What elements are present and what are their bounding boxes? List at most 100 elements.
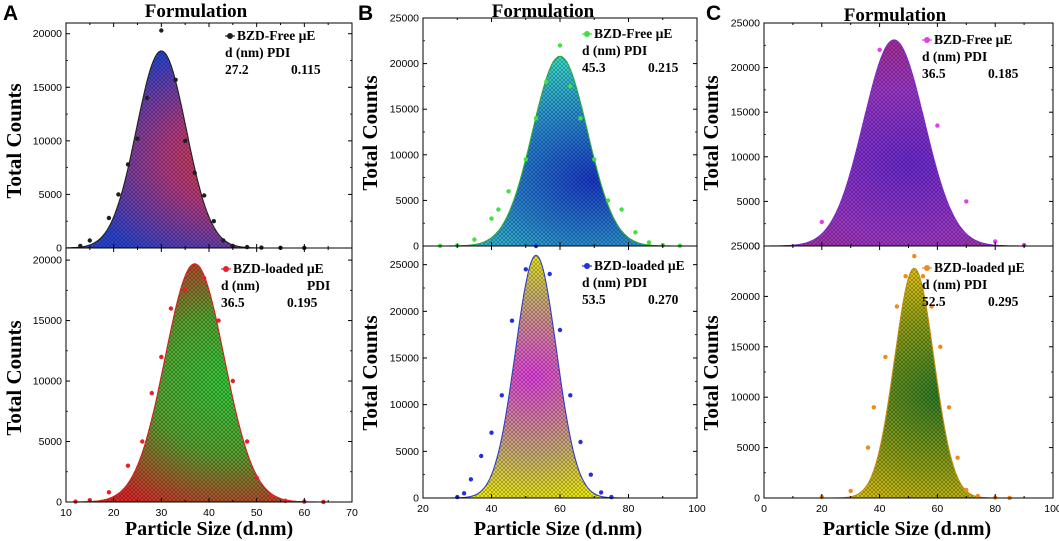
y-tick-label: 15000 [33,82,62,94]
data-point [489,216,494,221]
data-point [211,219,216,224]
data-point [848,488,853,494]
data-point [964,487,969,493]
data-point [499,393,504,398]
legend-marker [924,37,930,43]
data-point [183,138,188,144]
data-point [173,77,178,83]
data-point [883,354,888,360]
y-tick-label: 20000 [731,62,760,74]
data-point [461,491,467,496]
y-tick-label: 10000 [33,376,62,388]
plot-c-top: 0 5000 10000 15000 20000 25000 BZD-Free µE d (n… [731,18,1054,253]
y-tick-label: 25000 [731,18,760,30]
ylabel-a-bottom: Total Counts [2,320,26,435]
x-tick-label: 20 [417,503,429,515]
legend-series-name: BZD-Free µE [594,26,672,41]
legend-headers: d (nm) PDI [922,277,987,292]
data-point [78,243,83,249]
data-point [568,393,573,398]
data-point [183,288,188,293]
data-point [935,123,940,128]
legend-pdi-value: 0.270 [648,292,679,307]
legend-d-value: 53.5 [582,292,606,307]
x-tick-label: 100 [688,503,706,515]
y-tick-label: 0 [754,493,760,505]
area-group [764,267,1053,498]
y-tick-label: 5000 [39,436,63,448]
data-point [192,170,197,176]
data-point [894,304,900,309]
x-tick-label: 30 [155,507,167,519]
fit-curve [66,50,352,248]
data-point [230,243,235,249]
ylabel-b-top: Total Counts [358,75,382,190]
y-tick-label: 20000 [390,306,419,318]
data-point [468,477,474,482]
plot-a-bottom: 0 5000 10000 15000 20000 10 20 30 40 50 60 70 BZD-lo… [33,247,358,519]
plot-a-top: 0 5000 10000 15000 20000 BZD-Free µE d (nm) PD… [33,22,353,255]
data-point [877,47,882,52]
data-point [871,405,876,410]
ylabel-c-top: Total Counts [699,75,723,190]
legend-series-name: BZD-loaded µE [594,258,685,273]
y-tick-label: 10000 [731,151,760,163]
area-group [423,254,697,498]
data-point [547,271,552,277]
data-point [489,430,494,435]
y-tick-label: 0 [56,243,62,255]
data-point [106,490,112,495]
data-point [87,238,93,243]
data-point [544,79,549,85]
x-tick-label: 20 [816,503,828,515]
y-tick-label: 0 [56,497,62,509]
data-point [202,193,207,198]
data-point [106,215,112,221]
panel-label-a: A [3,2,18,25]
x-tick-label: 100 [1044,503,1059,515]
data-point [168,306,174,311]
data-point [938,344,943,349]
fit-curve [423,254,697,498]
legend-marker [584,263,590,269]
legend-d-value: 27.2 [225,62,249,77]
y-tick-label: 15000 [390,104,419,116]
plot-frame [65,22,353,249]
legend-header-pdi: PDI [307,278,330,293]
y-tick-label: 0 [413,241,419,253]
data-point [202,276,207,281]
data-point [472,237,477,242]
data-point [254,475,259,480]
y-tick-label: 5000 [737,442,761,454]
y-tick-label: 20000 [731,291,760,303]
legend-header-d: d (nm) [221,278,260,293]
data-point [865,445,871,450]
data-point [496,207,501,212]
ylabel-a-top: Total Counts [2,83,26,198]
data-point [125,162,131,167]
legend-pdi-value: 0.215 [648,60,679,75]
y-tick-label: 15000 [390,353,419,365]
legend-pdi-value: 0.185 [988,66,1019,81]
x-tick-label: 60 [932,503,944,515]
y-tick-label: 20000 [33,28,62,40]
data-point [509,318,515,323]
legend-headers: d (nm) PDI [225,45,290,60]
data-point [993,239,998,244]
y-tick-label: 20000 [390,58,419,70]
xlabel-a: Particle Size (d.nm) [125,518,293,540]
data-point [159,354,164,360]
data-point [578,116,583,121]
data-point [633,230,638,235]
data-point [920,274,926,279]
y-tick-label: 25000 [731,241,760,253]
y-tick-label: 10000 [33,135,62,147]
data-point [479,453,484,459]
y-tick-label: 5000 [396,446,420,458]
y-tick-label: 5000 [39,189,63,201]
y-tick-label: 5000 [396,195,420,207]
legend-marker [584,31,590,37]
y-tick-label: 20000 [33,255,62,267]
y-tick-label: 5000 [737,196,761,208]
